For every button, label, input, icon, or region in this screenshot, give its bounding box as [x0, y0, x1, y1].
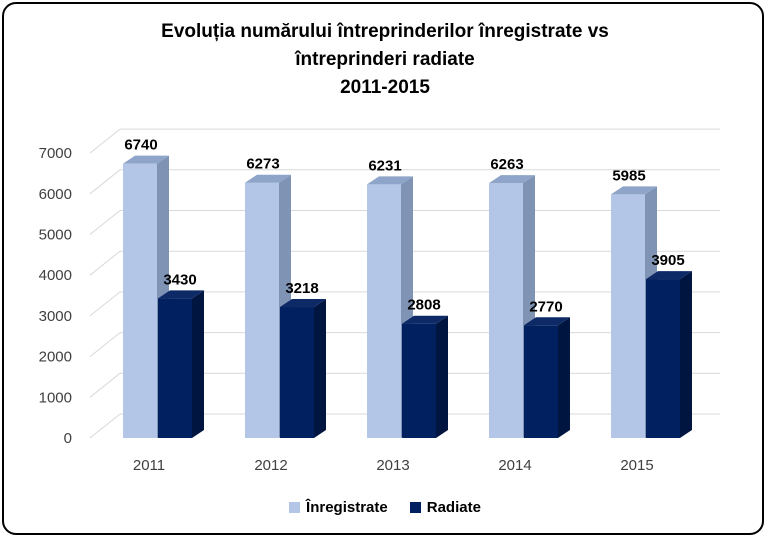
x-tick-label: 2013	[376, 457, 409, 474]
bar-inregistrate-top	[245, 174, 291, 183]
x-tick-label: 2014	[498, 457, 531, 474]
x-tick-label: 2011	[133, 457, 165, 474]
bar-radiate-front	[524, 325, 558, 438]
y-tick-label: 0	[64, 430, 72, 447]
bar-radiate-front	[402, 323, 436, 438]
chart-title-line-2: întreprinderi radiate	[295, 49, 475, 70]
bar-radiate-side	[436, 315, 448, 438]
gridline-depth	[89, 210, 121, 235]
bar-inregistrate-top	[489, 175, 535, 184]
data-label-radiate: 3905	[651, 252, 684, 269]
bar-inregistrate-front	[245, 182, 279, 438]
legend-label-inregistrate: Înregistrate	[306, 499, 388, 516]
bar-radiate-side	[558, 317, 570, 438]
bar-radiate-side	[314, 299, 326, 438]
bar-radiate-top	[646, 271, 692, 280]
bar-inregistrate-front	[367, 184, 401, 438]
bar-radiate-side	[192, 290, 204, 438]
bar-radiate-side	[680, 271, 692, 438]
y-tick-label: 3000	[39, 308, 72, 325]
bar-inregistrate-front	[611, 194, 645, 438]
gridline-depth	[89, 128, 121, 154]
x-tick-label: 2012	[254, 457, 287, 474]
y-tick-label: 5000	[39, 227, 72, 244]
bar-radiate-top	[402, 315, 448, 324]
bar-inregistrate-top	[611, 186, 657, 195]
y-tick-label: 1000	[39, 389, 72, 406]
data-label-inregistrate: 6740	[124, 137, 157, 154]
data-label-inregistrate: 6231	[368, 157, 401, 174]
data-label-radiate: 2808	[407, 297, 440, 314]
bar-radiate-front	[280, 307, 314, 438]
data-label-radiate: 2770	[529, 298, 562, 315]
bar-radiate-front	[158, 298, 192, 438]
chart-title-line-1: Evoluția numărului întreprinderilor înre…	[161, 21, 609, 42]
gridline-depth	[89, 332, 121, 357]
gridline-depth	[89, 413, 121, 439]
bar-inregistrate-front	[123, 163, 157, 438]
gridline-depth	[89, 250, 121, 276]
data-label-inregistrate: 6273	[246, 156, 279, 173]
legend-item-inregistrate: Înregistrate	[289, 499, 388, 516]
y-tick-label: 2000	[39, 349, 72, 366]
legend-swatch-inregistrate	[289, 502, 301, 513]
data-label-inregistrate: 6263	[490, 156, 523, 173]
x-tick-label: 2015	[620, 457, 653, 474]
gridline-depth	[89, 291, 121, 317]
bar-radiate-front	[646, 279, 680, 438]
data-label-radiate: 3218	[285, 280, 318, 297]
gridline-depth	[89, 372, 121, 398]
bar-radiate-top	[280, 299, 326, 308]
data-label-radiate: 3430	[163, 271, 196, 288]
gridline-depth	[89, 169, 121, 195]
legend-swatch-radiate	[409, 502, 421, 513]
bar-radiate-top	[524, 317, 570, 326]
chart-title: Evoluția numărului întreprinderilor înre…	[0, 18, 770, 102]
y-tick-label: 6000	[39, 186, 72, 203]
data-label-inregistrate: 5985	[612, 167, 645, 184]
chart-legend: Înregistrate Radiate	[0, 499, 770, 516]
bar-inregistrate-top	[123, 155, 169, 164]
legend-item-radiate: Radiate	[409, 499, 481, 516]
y-tick-label: 4000	[39, 267, 72, 284]
legend-label-radiate: Radiate	[426, 499, 481, 516]
chart-title-line-3: 2011-2015	[340, 77, 430, 98]
bar-inregistrate-front	[489, 183, 523, 438]
y-tick-label: 7000	[39, 145, 72, 162]
bar-inregistrate-top	[367, 176, 413, 185]
bar-radiate-top	[158, 290, 204, 299]
